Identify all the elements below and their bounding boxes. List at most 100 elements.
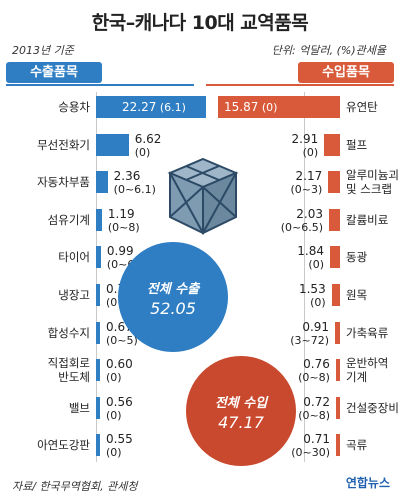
total-import-value: 47.17: [218, 413, 264, 432]
import-item-label: 유연탄: [346, 100, 378, 114]
export-item-label: 무선전화기: [37, 137, 90, 152]
source-note: 자료/ 한국무역협회, 관세청: [12, 480, 138, 493]
import-value: 2.91: [291, 131, 319, 146]
export-tariff: (0~8): [107, 220, 140, 234]
import-tariff: (0): [302, 145, 319, 159]
import-bar: [335, 359, 340, 382]
import-header-rule: [206, 84, 394, 86]
export-value: 0.55: [106, 432, 133, 447]
import-item-label: 가축육류: [346, 325, 389, 340]
export-item-label: 아연도강판: [37, 438, 90, 453]
import-value-label: 0.91 (3~72): [277, 319, 330, 347]
import-bar: [328, 208, 340, 231]
export-header: 수출품목: [6, 62, 102, 83]
export-value: 6.62: [134, 131, 162, 146]
export-value: 2.36: [113, 169, 141, 184]
total-export-value: 52.05: [150, 299, 196, 318]
import-value-label: 2.91 (0): [266, 131, 319, 159]
export-bar: [96, 133, 129, 156]
export-header-rule: [6, 84, 194, 86]
import-value-label: 0.76 (0~8): [278, 358, 330, 385]
export-value-label: 2.36 (0~6.1): [113, 169, 156, 197]
import-value: 0.72: [303, 394, 330, 409]
import-tariff: (0): [261, 101, 278, 114]
import-tariff: (3~72): [290, 333, 330, 347]
export-tariff: (0): [106, 408, 122, 422]
import-value-label: 1.53 (0): [274, 282, 326, 310]
chart-title: 한국–캐나다 10대 교역품목: [91, 12, 309, 34]
total-import-circle: 전체 수입 47.17: [186, 356, 296, 466]
export-item-label: 합성수지: [47, 325, 90, 340]
import-item-label: 운반하역 기계: [346, 356, 389, 385]
import-item-label: 알루미늄괴 및 스크랩: [346, 168, 399, 197]
total-export-circle: 전체 수출 52.05: [118, 242, 228, 352]
export-tariff: (0): [106, 446, 122, 460]
import-bar: [218, 96, 340, 118]
export-bar: [96, 171, 108, 194]
export-value-label: 1.19 (0~8): [107, 206, 140, 234]
publisher-logo: 연합뉴스: [345, 476, 390, 490]
import-bar: [336, 434, 340, 457]
crate-icon: [167, 157, 239, 235]
export-bar: [96, 396, 100, 419]
import-item-label: 동광: [346, 250, 368, 265]
import-value: 2.17: [295, 169, 323, 184]
import-item-label: 곡류: [346, 438, 368, 453]
import-value-label: 2.03 (0~6.5): [271, 206, 323, 234]
import-bar: [336, 396, 340, 419]
export-tariff: (6.1): [159, 101, 186, 114]
import-value: 2.03: [296, 206, 323, 221]
export-tariff: (0): [106, 371, 122, 385]
import-value-label: 0.71 (0~30): [278, 433, 330, 460]
import-value: 0.91: [302, 319, 330, 334]
export-bar: [96, 359, 100, 382]
export-value: 0.56: [106, 394, 133, 409]
export-bar: [96, 284, 100, 306]
import-tariff: (0~8): [298, 371, 330, 385]
export-value-label: 0.56 (0): [106, 394, 133, 422]
export-bar: [96, 246, 101, 269]
export-value-label: 0.55 (0): [106, 432, 133, 460]
import-axis-line: [304, 92, 305, 462]
export-tariff: (0): [134, 145, 151, 159]
import-value-label: 0.72 (0~8): [278, 394, 330, 422]
import-bar: [324, 133, 340, 156]
import-item-label: 펄프: [346, 137, 368, 152]
import-tariff: (0~6.5): [280, 220, 323, 234]
export-bar: [96, 434, 100, 457]
unit-note: 단위: 억달러, (%)관세율: [271, 44, 386, 57]
export-tariff: (0~6.1): [113, 183, 156, 197]
import-tariff: (0): [308, 258, 325, 272]
import-bar: [335, 321, 340, 344]
import-bar: [328, 171, 340, 194]
export-bar: [96, 321, 100, 344]
import-header: 수입품목: [298, 62, 394, 83]
export-bar: [96, 96, 206, 118]
import-value: 1.84: [297, 244, 325, 259]
export-item-label: 직접회로 반도체: [47, 356, 90, 385]
import-tariff: (0~30): [291, 446, 330, 460]
import-value: 15.87: [224, 100, 259, 114]
export-value: 22.27: [122, 100, 157, 114]
export-bar: [96, 208, 102, 231]
export-value: 0.99: [106, 244, 134, 259]
export-value-label: 0.60 (0): [106, 357, 133, 385]
import-value: 1.53: [298, 282, 326, 296]
export-item-label: 타이어: [58, 250, 90, 265]
import-item-label: 원목: [346, 288, 368, 302]
import-tariff: (0~8): [298, 408, 330, 422]
export-value-label: 6.62 (0): [134, 131, 162, 159]
year-note: 2013년 기준: [12, 44, 74, 57]
import-bar: [330, 246, 340, 269]
import-value-label: 1.84 (0): [272, 244, 325, 272]
export-value: 1.19: [107, 206, 135, 221]
import-tariff: (0~3): [290, 183, 323, 197]
export-axis-line: [96, 92, 97, 462]
export-value: 0.60: [106, 357, 133, 372]
total-import-label: 전체 수입: [214, 396, 268, 411]
export-item-label: 밸브: [68, 400, 90, 415]
export-item-label: 냉장고: [58, 288, 90, 302]
export-item-label: 승용차: [58, 100, 90, 114]
import-value-label: 2.17 (0~3): [270, 169, 323, 197]
